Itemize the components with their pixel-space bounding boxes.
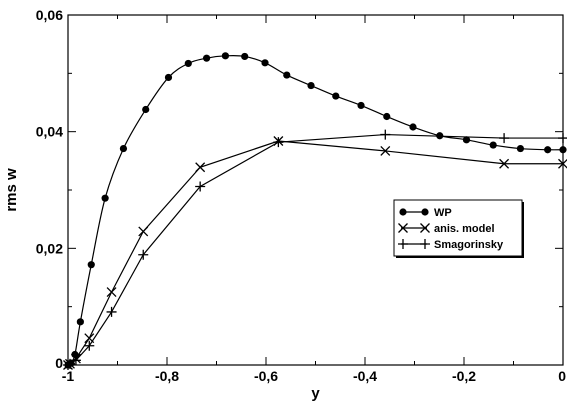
legend-marker-smagorinsky xyxy=(420,239,430,249)
data-point-wp xyxy=(283,71,291,79)
data-point-wp xyxy=(516,144,525,153)
data-point-wp xyxy=(383,112,391,121)
legend: WP anis. model Smagorinsky xyxy=(393,199,524,258)
data-point-smagorinsky xyxy=(64,358,75,369)
data-point-wp xyxy=(87,261,95,269)
data-point-wp xyxy=(164,73,173,82)
data-point-smagorinsky xyxy=(499,133,510,144)
data-point-wp xyxy=(221,52,230,60)
y-axis-label: rms w xyxy=(3,168,20,212)
data-point-wp xyxy=(76,318,84,326)
x-tick-label: -1 xyxy=(62,368,75,384)
x-tick-label: 0 xyxy=(558,368,566,384)
plot-frame xyxy=(67,14,564,366)
x-tick-label: -0,8 xyxy=(155,368,179,384)
x-tick-label: -0,6 xyxy=(254,368,278,384)
data-point-anis-model xyxy=(138,226,149,237)
axes-ticks: -1 -0,8 -0,6 -0,4 -0,2 0 0 0,02 0,04 0,06 xyxy=(36,7,566,384)
data-point-anis-model xyxy=(499,158,510,169)
data-point-wp xyxy=(489,141,497,149)
data-point-wp xyxy=(462,136,471,144)
data-point-wp xyxy=(544,146,552,154)
legend-marker-anis-model xyxy=(420,223,430,233)
data-point-anis-model xyxy=(106,287,117,298)
x-axis-label: y xyxy=(311,385,320,402)
y-tick-label: 0,06 xyxy=(36,7,63,23)
data-point-anis-model xyxy=(380,145,391,156)
data-point-smagorinsky xyxy=(70,355,81,366)
data-point-wp xyxy=(332,92,340,100)
data-point-wp xyxy=(241,52,249,61)
data-point-smagorinsky xyxy=(273,137,284,148)
legend-label-smagorinsky: Smagorinsky xyxy=(434,239,504,251)
data-point-wp xyxy=(184,59,192,68)
data-point-wp xyxy=(357,101,365,110)
y-tick-label: 0 xyxy=(55,355,63,371)
y-tick-label: 0,02 xyxy=(36,240,63,256)
data-point-smagorinsky xyxy=(84,340,95,351)
legend-label-anis-model: anis. model xyxy=(434,223,495,235)
data-point-wp xyxy=(101,194,109,202)
legend-marker-smagorinsky xyxy=(398,239,408,249)
data-point-smagorinsky xyxy=(106,306,117,317)
data-point-wp xyxy=(203,54,211,62)
x-tick-label: -0,2 xyxy=(452,368,476,384)
data-point-anis-model xyxy=(195,162,206,173)
legend-marker-wp xyxy=(399,208,407,216)
data-point-wp xyxy=(307,81,315,90)
legend-marker-anis-model xyxy=(398,223,408,233)
plot-content xyxy=(63,52,567,370)
x-tick-label: -0,4 xyxy=(353,368,377,384)
data-point-wp xyxy=(142,105,150,114)
legend-label-wp: WP xyxy=(434,207,452,219)
data-point-wp xyxy=(261,59,269,67)
data-point-wp xyxy=(409,123,417,131)
data-point-smagorinsky xyxy=(138,249,149,260)
y-tick-label: 0,04 xyxy=(36,124,63,140)
data-point-smagorinsky xyxy=(380,129,391,140)
data-point-smagorinsky xyxy=(195,181,206,192)
legend-marker-wp xyxy=(421,208,429,216)
data-point-wp xyxy=(119,144,128,153)
